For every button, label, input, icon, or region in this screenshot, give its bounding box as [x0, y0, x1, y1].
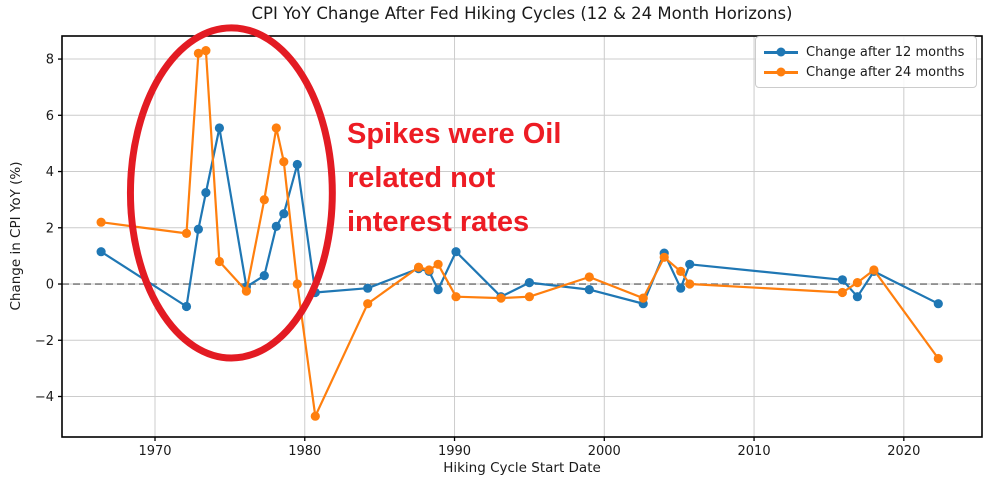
- oil-spikes-annotation: Spikes were Oil related not interest rat…: [347, 118, 562, 238]
- data-point-24mo: [279, 157, 289, 167]
- data-point-24mo: [201, 46, 211, 56]
- x-tick-label: 1990: [438, 444, 471, 459]
- data-point-12mo: [852, 292, 863, 302]
- data-point-12mo: [292, 159, 302, 170]
- y-tick-label: 6: [46, 109, 54, 124]
- data-point-24mo: [271, 123, 281, 133]
- data-point-24mo: [676, 266, 686, 276]
- y-tick-label: 8: [46, 53, 54, 68]
- chart-title: CPI YoY Change After Fed Hiking Cycles (…: [251, 4, 793, 23]
- y-tick-label: 4: [46, 165, 54, 180]
- data-point-12mo: [524, 278, 535, 288]
- legend-item-12-months: Change after 12 months: [764, 42, 968, 62]
- x-axis-label: Hiking Cycle Start Date: [443, 460, 601, 476]
- data-point-24mo: [451, 292, 461, 302]
- y-tick-label: 0: [46, 278, 54, 293]
- data-point-24mo: [292, 279, 302, 289]
- data-point-24mo: [933, 353, 943, 364]
- data-point-24mo: [852, 278, 863, 288]
- data-point-12mo: [451, 247, 461, 257]
- legend: Change after 12 months Change after 24 m…: [755, 36, 977, 88]
- data-point-12mo: [685, 259, 695, 269]
- data-point-12mo: [676, 283, 686, 293]
- data-point-24mo: [685, 279, 695, 289]
- x-tick-label: 1970: [138, 444, 171, 459]
- legend-label-24-months: Change after 24 months: [806, 64, 965, 80]
- data-point-24mo: [584, 272, 594, 282]
- data-point-12mo: [837, 275, 848, 285]
- x-tick-label: 2000: [588, 444, 621, 459]
- data-point-12mo: [181, 301, 192, 312]
- data-point-24mo: [496, 293, 506, 303]
- y-axis-label: Change in CPI YoY (%): [8, 161, 24, 311]
- axes-spines: [61, 35, 983, 438]
- x-tick-label: 1980: [288, 444, 321, 459]
- data-point-12mo: [933, 299, 943, 309]
- data-point-24mo: [433, 259, 443, 269]
- data-point-24mo: [310, 411, 320, 421]
- data-point-24mo: [259, 195, 269, 205]
- y-tick-label: −4: [35, 390, 54, 405]
- data-point-12mo: [193, 224, 203, 234]
- legend-marker-12-months: [764, 47, 798, 57]
- legend-label-12-months: Change after 12 months: [806, 44, 965, 60]
- legend-dot-12: [776, 47, 786, 57]
- data-point-24mo: [659, 252, 669, 262]
- data-point-24mo: [241, 286, 251, 296]
- data-point-24mo: [214, 256, 224, 267]
- data-point-12mo: [259, 271, 269, 281]
- data-point-24mo: [638, 293, 648, 303]
- data-point-24mo: [869, 265, 879, 275]
- y-tick-label: −2: [35, 334, 54, 349]
- data-point-12mo: [271, 221, 281, 231]
- data-point-24mo: [181, 228, 192, 238]
- data-point-12mo: [363, 283, 373, 293]
- x-tick-label: 2010: [738, 444, 771, 459]
- data-point-12mo: [279, 209, 289, 219]
- y-tick-label: 2: [46, 221, 54, 236]
- legend-marker-24-months: [764, 67, 798, 77]
- data-point-12mo: [201, 188, 211, 198]
- data-point-24mo: [96, 217, 106, 227]
- oil-spikes-ellipse: [126, 24, 336, 362]
- data-point-12mo: [214, 123, 224, 133]
- data-point-12mo: [433, 285, 443, 295]
- data-point-24mo: [193, 48, 203, 59]
- data-point-12mo: [584, 285, 594, 295]
- legend-item-24-months: Change after 24 months: [764, 62, 968, 82]
- legend-dot-24: [776, 67, 786, 77]
- data-point-24mo: [414, 262, 424, 272]
- data-point-24mo: [837, 287, 848, 298]
- x-tick-label: 2020: [887, 444, 920, 459]
- data-point-24mo: [524, 292, 535, 302]
- data-point-24mo: [424, 265, 434, 275]
- data-point-12mo: [96, 247, 106, 257]
- data-point-24mo: [363, 299, 373, 309]
